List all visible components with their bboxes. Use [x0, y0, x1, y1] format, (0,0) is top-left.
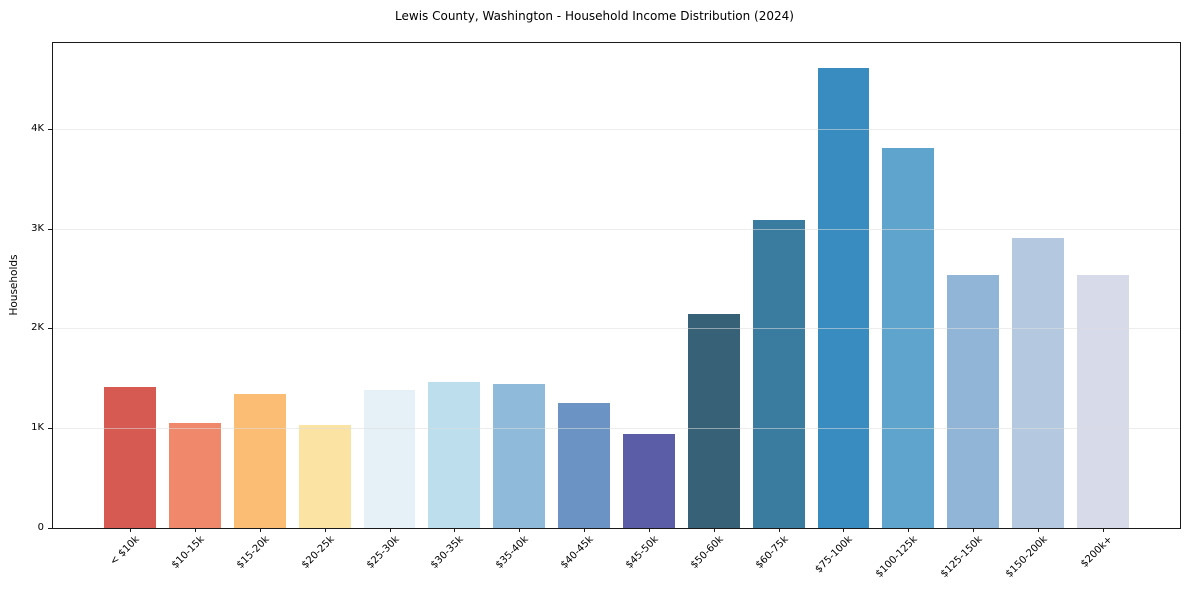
- x-tick: [519, 528, 521, 532]
- chart-title: Lewis County, Washington - Household Inc…: [395, 9, 794, 23]
- bar-$150-200k: [1012, 237, 1064, 528]
- y-tick: [48, 328, 52, 330]
- x-tick-label: $100-125k: [874, 534, 921, 580]
- y-tick-label: 4K: [31, 122, 44, 134]
- bar-$20-25k: [298, 425, 351, 528]
- y-tick-label: 0: [37, 522, 44, 533]
- x-tick-label: $150-200k: [1003, 534, 1050, 580]
- bar-< $10k: [104, 387, 157, 528]
- bar-$60-75k: [752, 219, 805, 528]
- y-axis-label: Households: [8, 254, 20, 316]
- gridline: [53, 228, 1180, 230]
- y-tick: [48, 528, 52, 529]
- gridline: [53, 428, 1180, 430]
- x-tick-label: $200k+: [1078, 534, 1115, 570]
- bar-$40-45k: [558, 403, 610, 528]
- bar-$35-40k: [493, 384, 546, 528]
- plot-area: [52, 42, 1181, 529]
- x-tick: [259, 528, 261, 532]
- x-tick: [908, 528, 910, 532]
- y-tick: [48, 128, 52, 130]
- x-tick-label: $125-150k: [939, 534, 985, 580]
- x-tick: [389, 528, 391, 532]
- x-tick: [584, 528, 586, 532]
- y-tick: [48, 428, 52, 430]
- x-tick: [973, 528, 975, 532]
- x-tick-label: $10-15k: [169, 534, 207, 571]
- bar-$25-30k: [363, 390, 416, 528]
- x-tick-label: $40-45k: [558, 534, 596, 571]
- bar-$50-60k: [687, 314, 740, 528]
- bar-$15-20k: [233, 394, 286, 528]
- x-tick: [648, 528, 650, 532]
- x-tick-label: < $10k: [108, 534, 142, 568]
- x-tick: [195, 528, 196, 532]
- x-tick-label: $50-60k: [688, 534, 726, 571]
- x-tick-label: $35-40k: [494, 534, 531, 571]
- x-tick-label: $20-25k: [299, 534, 337, 571]
- y-tick-label: 1K: [31, 422, 44, 434]
- x-tick: [843, 528, 845, 532]
- y-tick-label: 2K: [31, 322, 44, 334]
- x-tick: [713, 528, 715, 532]
- bar-$125-150k: [947, 274, 1000, 528]
- bar-$100-125k: [882, 147, 935, 528]
- x-tick-label: $15-20k: [234, 534, 272, 571]
- y-tick: [48, 228, 52, 230]
- x-tick-label: $45-50k: [623, 534, 661, 571]
- x-tick-label: $60-75k: [753, 534, 791, 571]
- x-tick: [454, 528, 456, 532]
- gridline: [53, 328, 1180, 330]
- bar-$30-35k: [428, 382, 481, 528]
- x-tick: [324, 528, 326, 532]
- y-tick-label: 3K: [31, 222, 44, 234]
- bar-$200k+: [1076, 274, 1129, 528]
- x-tick-label: $75-100k: [813, 534, 856, 576]
- x-tick: [1037, 528, 1039, 532]
- bar-$45-50k: [622, 434, 675, 528]
- x-tick-label: $25-30k: [364, 534, 402, 571]
- x-tick-label: $30-35k: [429, 534, 467, 571]
- x-tick: [130, 528, 132, 532]
- bar-$10-15k: [169, 423, 221, 528]
- x-tick: [778, 528, 780, 532]
- bar-$75-100k: [817, 67, 870, 528]
- x-tick: [1102, 528, 1104, 532]
- gridline: [53, 128, 1180, 130]
